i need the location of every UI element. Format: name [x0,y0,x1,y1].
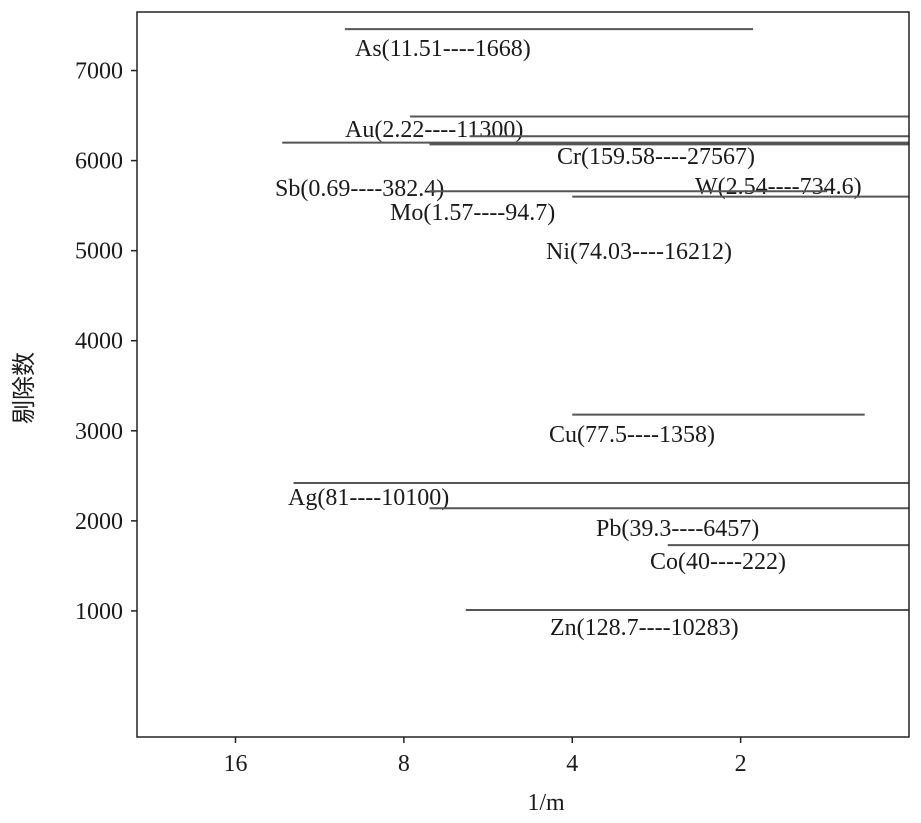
x-tick-label: 8 [398,751,410,777]
y-axis-title: 剔除数 [11,352,38,424]
x-tick-label: 16 [223,751,247,777]
series-label: As(11.51----1668) [355,36,531,62]
y-tick-label: 4000 [75,329,123,355]
series-label: Ni(74.03----16212) [546,239,732,265]
x-axis-title: 1/m [527,790,565,816]
series-label: Mo(1.57----94.7) [390,200,555,226]
y-tick-label: 2000 [75,509,123,535]
x-axis: 16 8 4 2 [223,737,747,777]
y-tick-label: 7000 [75,59,123,85]
series-label: Pb(39.3----6457) [596,516,759,542]
series-label: Co(40----222) [650,549,786,575]
x-tick-label: 2 [735,751,747,777]
series-label: Ag(81----10100) [288,485,449,511]
y-tick-label: 6000 [75,149,123,175]
x-tick-label: 4 [566,751,578,777]
series-layer: As(11.51----1668) Au(2.22----11300) Cr(159… [275,28,909,641]
plot-frame [136,11,910,738]
y-tick-label: 3000 [75,419,123,445]
series-label: Sb(0.69----382.4) [275,176,444,202]
series-label: Au(2.22----11300) [345,117,523,143]
y-tick-label: 1000 [75,599,123,625]
y-axis: 1000 2000 3000 4000 5000 6000 7000 [75,59,137,625]
series-label: Cu(77.5----1358) [549,422,715,448]
y-tick-label: 5000 [75,239,123,265]
series-label: Zn(128.7----10283) [550,615,739,641]
series-label: Cr(159.58----27567) [557,144,755,170]
